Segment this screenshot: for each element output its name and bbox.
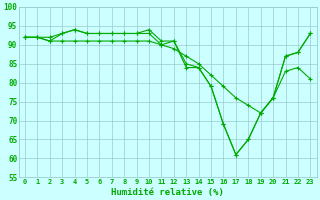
X-axis label: Humidité relative (%): Humidité relative (%) <box>111 188 224 197</box>
